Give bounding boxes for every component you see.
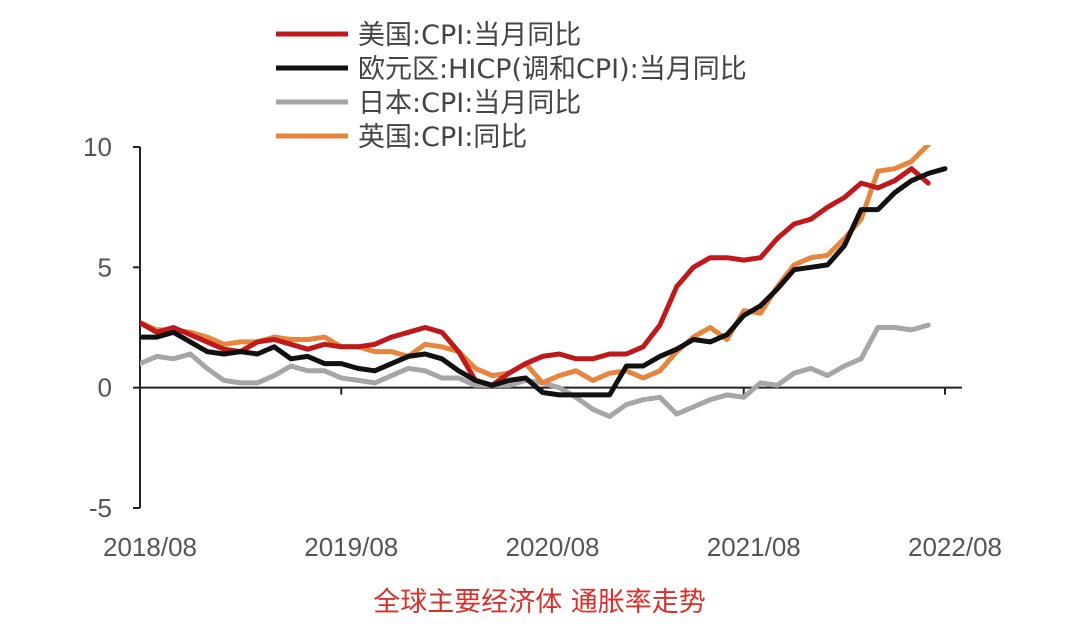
chart-caption: 全球主要经济体 通胀率走势 — [373, 587, 706, 618]
legend-label: 欧元区:HICP(调和CPI):当月同比 — [358, 54, 747, 85]
x-tick-label: 2019/08 — [304, 532, 398, 562]
x-tick-label: 2021/08 — [707, 532, 801, 562]
chart-legend: 美国:CPI:当月同比欧元区:HICP(调和CPI):当月同比日本:CPI:当月… — [276, 20, 747, 153]
legend-label: 英国:CPI:同比 — [358, 122, 527, 153]
series-line — [140, 166, 931, 388]
legend-label: 美国:CPI:当月同比 — [358, 20, 581, 51]
x-tick-label: 2018/08 — [103, 532, 197, 562]
y-tick-label: 10 — [83, 132, 112, 162]
series-line — [140, 166, 948, 398]
series-line — [140, 322, 931, 419]
legend-label: 日本:CPI:当月同比 — [358, 88, 581, 119]
y-axis: 10 5 0 -5 — [83, 132, 141, 523]
x-tick-label: 2020/08 — [506, 532, 600, 562]
x-tick-label: 2022/08 — [908, 532, 1002, 562]
series-line — [140, 145, 931, 386]
plot-area — [140, 145, 948, 419]
y-tick-label: 5 — [98, 252, 112, 282]
y-tick-label: -5 — [89, 493, 112, 523]
x-axis: 2018/08 2019/08 2020/08 2021/08 2022/08 — [103, 386, 1002, 562]
y-tick-label: 0 — [98, 373, 112, 403]
